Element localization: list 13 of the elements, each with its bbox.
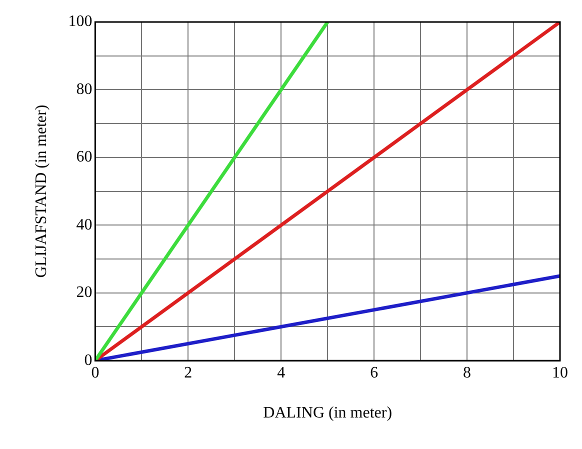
y-tick-label: 60 [76, 148, 92, 166]
x-axis-title: DALING (in meter) [263, 404, 392, 422]
y-tick-label: 20 [76, 284, 92, 302]
y-tick-label: 40 [76, 216, 92, 234]
x-tick-label: 8 [463, 364, 472, 382]
y-axis-title: GLIJAFSTAND (in meter) [32, 104, 50, 278]
y-tick-label: 0 [84, 352, 92, 369]
y-tick-label: 80 [76, 80, 92, 98]
x-tick-label: 10 [552, 364, 568, 382]
x-tick-label: 2 [184, 364, 192, 382]
x-tick-label: 6 [370, 364, 378, 382]
x-tick-label: 4 [277, 364, 286, 382]
y-tick-label: 100 [68, 13, 92, 30]
